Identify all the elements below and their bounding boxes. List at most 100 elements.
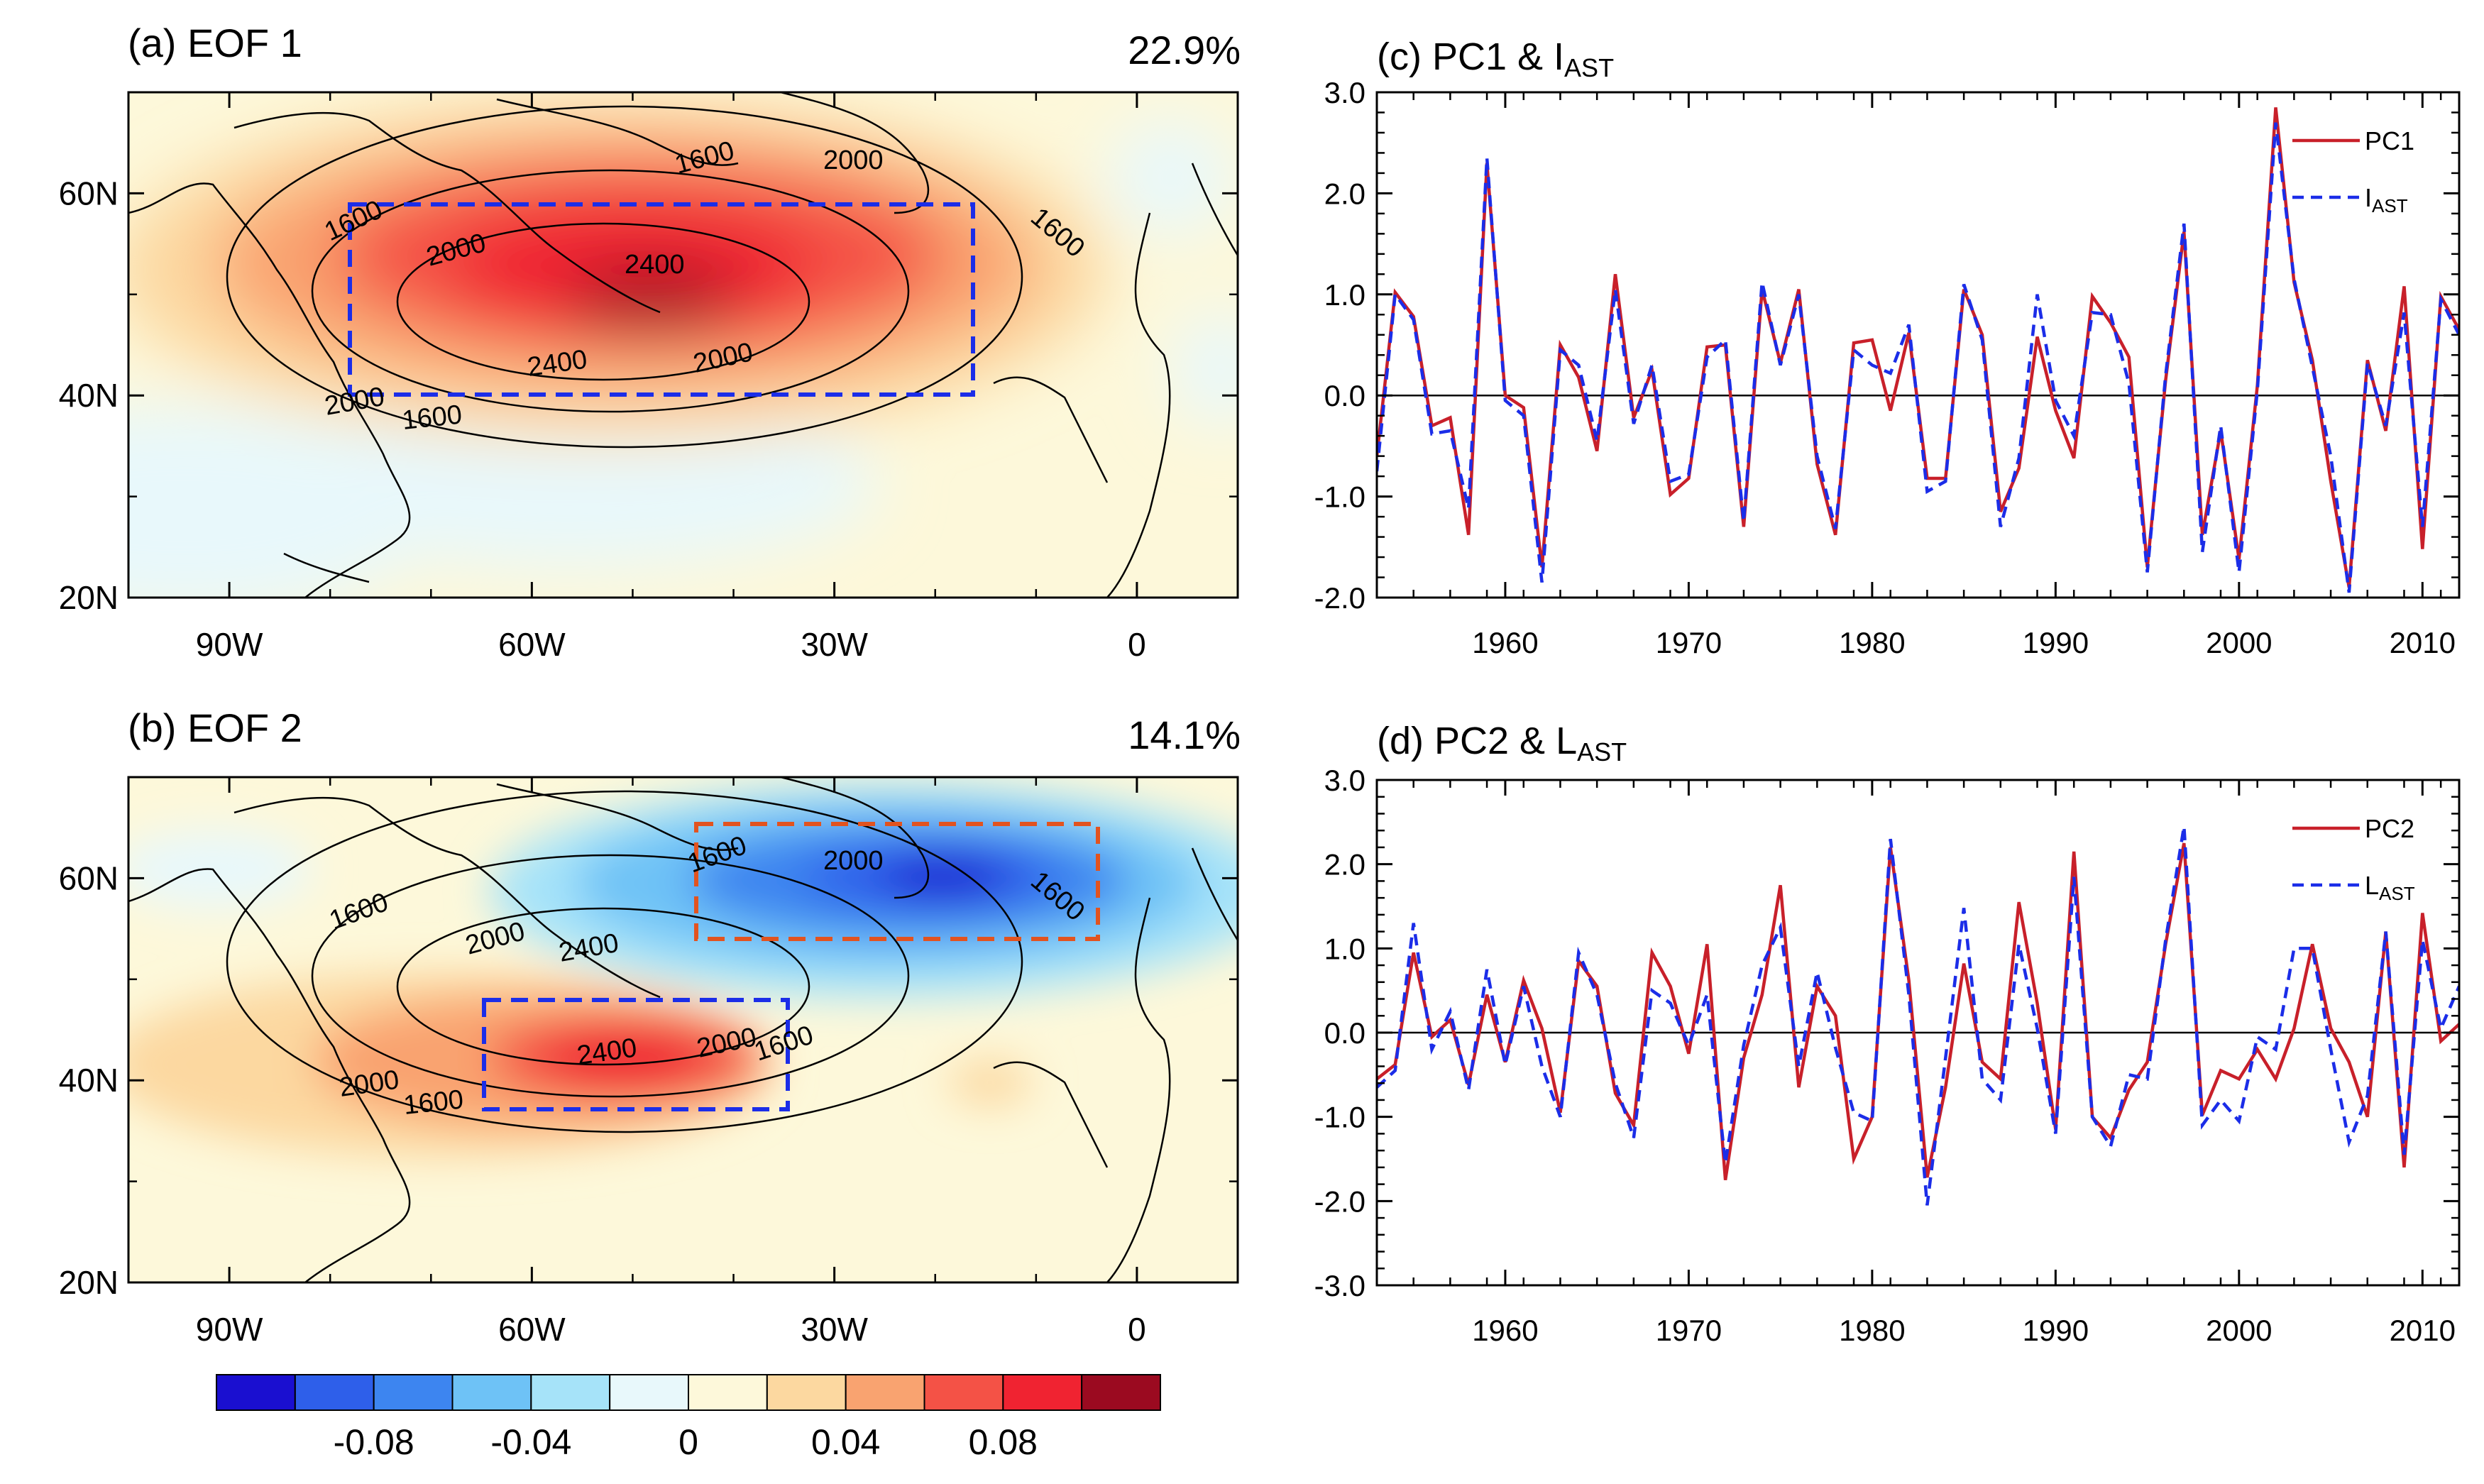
- eof2-map: 1600 2000 1600 1600 2000 2400 2400 2000 …: [128, 777, 1238, 1282]
- eof1-index-box: [348, 202, 975, 397]
- x-tick-label: 1970: [1656, 1314, 1722, 1347]
- panel-d-title-sub: AST: [1577, 737, 1627, 766]
- colorbar-label: 0.04: [811, 1422, 880, 1462]
- eof2-index-box-south: [482, 998, 790, 1111]
- legend-label-main: PC1: [2365, 126, 2414, 155]
- legend-label-sub: AST: [2379, 883, 2415, 904]
- colorbar-swatch: [1081, 1374, 1161, 1411]
- series-line-iast: [1377, 122, 2459, 593]
- panel-c-title-main: (c) PC1 & I: [1377, 35, 1564, 78]
- eof2-lon-tick-label: 30W: [801, 1311, 868, 1348]
- panel-b-variance: 14.1%: [1128, 713, 1241, 757]
- y-tick-label: -3.0: [1314, 1269, 1365, 1302]
- eof1-lon-tick-label: 60W: [498, 626, 566, 663]
- contour-label: 2000: [823, 145, 884, 175]
- y-tick-label: 3.0: [1324, 764, 1365, 797]
- y-tick-label: 3.0: [1324, 76, 1365, 109]
- eof1-lat-tick-label: 40N: [59, 377, 119, 414]
- series-line-pc2: [1377, 842, 2459, 1181]
- y-tick-label: 0.0: [1324, 1016, 1365, 1050]
- legend-label-sub: AST: [2372, 195, 2408, 216]
- x-tick-label: 2000: [2206, 1314, 2272, 1347]
- pc2-plot: -3.0 -2.0 -1.0 0.0 1.0 2.0 3.0 1960 1970 1980 1990…: [1314, 764, 2461, 1347]
- colorbar-swatch: [688, 1374, 768, 1411]
- legend-label-main: L: [2365, 871, 2379, 900]
- colorbar-label: -0.08: [334, 1422, 414, 1462]
- contour-label: 1600: [401, 400, 463, 436]
- x-tick-label: 1980: [1839, 626, 1905, 659]
- contour-label: 2400: [625, 250, 685, 280]
- series-line-last: [1377, 825, 2459, 1206]
- colorbar-swatch: [923, 1374, 1004, 1411]
- y-tick-label: 2.0: [1324, 848, 1365, 881]
- legend: PC1 IAST: [2292, 126, 2414, 216]
- colorbar-label: 0: [678, 1422, 698, 1462]
- colorbar-swatch: [373, 1374, 454, 1411]
- colorbar-swatch: [1002, 1374, 1083, 1411]
- panel-c-title-sub: AST: [1564, 53, 1614, 82]
- eof1-lat-tick-label: 20N: [59, 579, 119, 616]
- x-tick-label: 2000: [2206, 626, 2272, 659]
- colorbar: -0.08 -0.04 0 0.04 0.08: [216, 1374, 1161, 1462]
- x-tick-label: 2010: [2390, 626, 2456, 659]
- plot-background: [1377, 92, 2459, 598]
- eof1-lon-tick-label: 0: [1128, 626, 1146, 663]
- x-tick-label: 1990: [2023, 626, 2089, 659]
- legend: PC2 LAST: [2292, 814, 2415, 904]
- y-tick-label: 1.0: [1324, 932, 1365, 965]
- y-tick-label: 2.0: [1324, 177, 1365, 210]
- legend-label: IAST: [2365, 183, 2408, 216]
- pc1-plot: -2.0 -1.0 0.0 1.0 2.0 3.0 1960 1970 1980 1990 2000…: [1314, 76, 2461, 659]
- colorbar-swatch: [451, 1374, 532, 1411]
- y-tick-label: -1.0: [1314, 1101, 1365, 1134]
- eof2-lon-tick-label: 90W: [196, 1311, 263, 1348]
- colorbar-label: -0.04: [490, 1422, 571, 1462]
- eof2-lat-tick-label: 60N: [59, 859, 119, 896]
- panel-b: (b) EOF 2 14.1%: [59, 705, 1241, 1348]
- eof2-axes: 90W 60W 30W 0 60N 40N 20N: [59, 776, 1239, 1348]
- panel-c-title: (c) PC1 & IAST: [1377, 35, 1614, 82]
- eof2-lon-tick-label: 0: [1128, 1311, 1146, 1348]
- eof2-contours: [226, 790, 1023, 1133]
- colorbar-swatch: [845, 1374, 925, 1411]
- legend-label-main: I: [2365, 183, 2372, 212]
- eof1-lon-tick-label: 30W: [801, 626, 868, 663]
- y-tick-label: -2.0: [1314, 1185, 1365, 1218]
- colorbar-swatch: [530, 1374, 611, 1411]
- series-group: [1377, 825, 2459, 1206]
- x-tick-label: 1990: [2023, 1314, 2089, 1347]
- legend-label: LAST: [2365, 871, 2415, 904]
- y-tick-label: 1.0: [1324, 278, 1365, 312]
- panel-a-variance: 22.9%: [1128, 28, 1241, 72]
- panel-d-title: (d) PC2 & LAST: [1377, 720, 1627, 766]
- eof1-lon-tick-label: 90W: [196, 626, 263, 663]
- x-tick-label: 1960: [1472, 1314, 1538, 1347]
- legend-label: PC2: [2365, 814, 2414, 843]
- y-tick-label: 0.0: [1324, 379, 1365, 412]
- x-tick-label: 1960: [1472, 626, 1538, 659]
- y-tick-label: -1.0: [1314, 480, 1365, 514]
- colorbar-swatch: [766, 1374, 847, 1411]
- colorbar-swatch: [216, 1374, 296, 1411]
- eof2-index-box-north: [694, 822, 1100, 941]
- eof1-lat-tick-label: 60N: [59, 175, 119, 211]
- eof2-lon-tick-label: 60W: [498, 1311, 566, 1348]
- colorbar-swatch: [609, 1374, 690, 1411]
- eof1-contours: [226, 105, 1023, 449]
- contour-label: 1600: [402, 1084, 465, 1121]
- eof1-map: 1600 2000 1600 1600 2000 2400 2400 2000 …: [128, 92, 1238, 598]
- x-tick-label: 2010: [2390, 1314, 2456, 1347]
- legend-label-main: PC2: [2365, 814, 2414, 843]
- x-tick-label: 1970: [1656, 626, 1722, 659]
- eof1-frame: [127, 91, 1239, 599]
- eof2-frame: [127, 776, 1239, 1284]
- plot-frame: [1375, 91, 2461, 599]
- panel-d-title-main: (d) PC2 & L: [1377, 720, 1577, 762]
- panel-a-title: (a) EOF 1: [128, 21, 302, 65]
- eof1-axes: 90W 60W 30W 0 60N 40N 20N: [59, 91, 1239, 663]
- x-tick-label: 1980: [1839, 1314, 1905, 1347]
- panel-b-title: (b) EOF 2: [128, 705, 302, 750]
- series-group: [1377, 107, 2459, 593]
